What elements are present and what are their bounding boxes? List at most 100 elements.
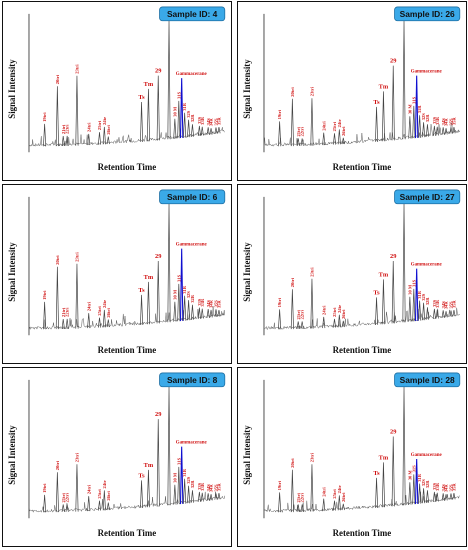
y-axis-label: Signal Intensity bbox=[242, 425, 252, 485]
peak-mark bbox=[300, 321, 304, 329]
peak-mark bbox=[187, 300, 191, 321]
peak-label: Ts bbox=[373, 470, 380, 477]
peak-label: 24tri bbox=[321, 487, 326, 497]
peak-label: Ts bbox=[373, 289, 380, 296]
peak-mark bbox=[300, 504, 304, 512]
peak-mark bbox=[432, 308, 436, 319]
peak-mark bbox=[391, 261, 395, 324]
peak-mark bbox=[432, 125, 436, 136]
peak-mark bbox=[55, 472, 59, 513]
peak-mark bbox=[425, 490, 429, 503]
peak-label: 33S bbox=[432, 116, 437, 124]
peak-mark bbox=[146, 281, 150, 325]
peak-mark bbox=[206, 127, 210, 135]
peak-mark bbox=[209, 309, 213, 318]
peak-mark bbox=[414, 75, 419, 138]
peak-label: 33R bbox=[435, 299, 440, 308]
peak-mark bbox=[408, 482, 412, 505]
peak-label: Ts bbox=[138, 94, 145, 101]
peak-mark bbox=[452, 127, 456, 134]
peak-mark bbox=[418, 115, 422, 138]
peak-mark bbox=[173, 118, 177, 139]
peak-label: 23tri bbox=[75, 452, 80, 462]
peak-mark bbox=[452, 310, 456, 317]
peak-mark bbox=[391, 436, 395, 507]
peak-mark bbox=[43, 494, 47, 513]
peak-label: 34S bbox=[206, 484, 211, 492]
peak-mark bbox=[322, 316, 326, 329]
peak-label: 30 M bbox=[172, 106, 177, 117]
peak-label: 24te bbox=[102, 480, 107, 488]
peak-mark bbox=[173, 301, 177, 322]
chromatogram-svg: Signal Intensity Retention Time 19tri 20tri… bbox=[242, 372, 461, 538]
peak-label: 31S bbox=[176, 457, 181, 465]
peak-label: 31S bbox=[176, 91, 181, 99]
sample-badge bbox=[394, 189, 461, 205]
peak-label: 22tri bbox=[300, 309, 305, 319]
peak-label: 35S bbox=[214, 300, 219, 308]
peak-label: 34S bbox=[206, 300, 211, 308]
peak-mark bbox=[214, 127, 218, 134]
peak-label: 33S bbox=[197, 482, 202, 490]
peak-mark bbox=[97, 132, 102, 145]
peak-mark bbox=[206, 493, 210, 501]
peak-label: 31R bbox=[417, 473, 422, 482]
peak-label: 31S bbox=[411, 465, 416, 473]
sample-badge bbox=[159, 6, 226, 22]
peak-label: 29 bbox=[390, 429, 396, 436]
peak-label: 25tri bbox=[332, 121, 337, 131]
peak-label: 35S bbox=[449, 484, 454, 492]
peak-label: 32S bbox=[186, 476, 191, 484]
sample-badge-label: Sample ID: 8 bbox=[167, 375, 218, 385]
peak-label: 33R bbox=[200, 298, 205, 307]
peak-label: 32R bbox=[425, 480, 430, 489]
peak-mark bbox=[332, 133, 337, 145]
peak-mark bbox=[444, 311, 448, 318]
peak-mark bbox=[300, 138, 304, 146]
peak-label: 35R bbox=[217, 483, 222, 492]
peak-label: 22tri bbox=[300, 126, 305, 136]
peak-label: Tm bbox=[144, 462, 154, 469]
x-axis-label: Retention Time bbox=[98, 345, 157, 355]
peak-label: 35S bbox=[449, 118, 454, 126]
peak-label: 24te bbox=[337, 119, 342, 127]
peak-label: Ts bbox=[373, 99, 380, 106]
peak-mark bbox=[140, 480, 144, 508]
peak-label: 31R bbox=[182, 468, 187, 477]
peak-mark bbox=[190, 124, 194, 137]
peak-mark bbox=[200, 126, 204, 136]
peak-mark bbox=[75, 464, 79, 512]
chromatogram-svg: Signal Intensity Retention Time 19tri 20tri… bbox=[7, 189, 226, 355]
peak-mark bbox=[375, 297, 379, 325]
chromatogram-panel: Signal Intensity Retention Time 19tri 20tri… bbox=[237, 367, 467, 547]
peak-label: 33S bbox=[432, 482, 437, 490]
peak-mark bbox=[156, 75, 160, 141]
peak-label: 29 bbox=[390, 253, 396, 260]
peak-mark bbox=[65, 504, 69, 512]
peak-mark bbox=[418, 300, 422, 321]
peak-label: 26tri bbox=[341, 492, 346, 502]
peak-mark bbox=[146, 88, 150, 142]
peak-label: 19tri bbox=[277, 480, 282, 490]
peak-mark bbox=[214, 493, 218, 500]
peak-mark bbox=[422, 302, 426, 321]
peak-label: 21tri bbox=[296, 126, 301, 136]
peak-mark bbox=[217, 310, 221, 317]
peak-label: Gammacerane bbox=[176, 243, 208, 248]
sample-badge-label: Sample ID: 28 bbox=[400, 375, 455, 385]
peak-label: 34R bbox=[444, 301, 449, 310]
peak-label: 33S bbox=[197, 298, 202, 306]
peak-mark bbox=[337, 495, 341, 511]
baseline-trace bbox=[28, 306, 226, 331]
peak-mark bbox=[452, 493, 456, 500]
x-axis-label: Retention Time bbox=[333, 162, 392, 172]
peak-label: 34R bbox=[444, 484, 449, 493]
baseline-trace bbox=[263, 491, 460, 514]
peak-label: 25tri bbox=[332, 307, 337, 317]
x-axis-label: Retention Time bbox=[333, 345, 392, 355]
peak-mark bbox=[449, 310, 453, 317]
peak-label: 21tri bbox=[61, 124, 66, 134]
y-axis-label: Signal Intensity bbox=[7, 59, 17, 119]
peak-label: 35S bbox=[214, 118, 219, 126]
y-axis-label: Signal Intensity bbox=[242, 242, 252, 302]
